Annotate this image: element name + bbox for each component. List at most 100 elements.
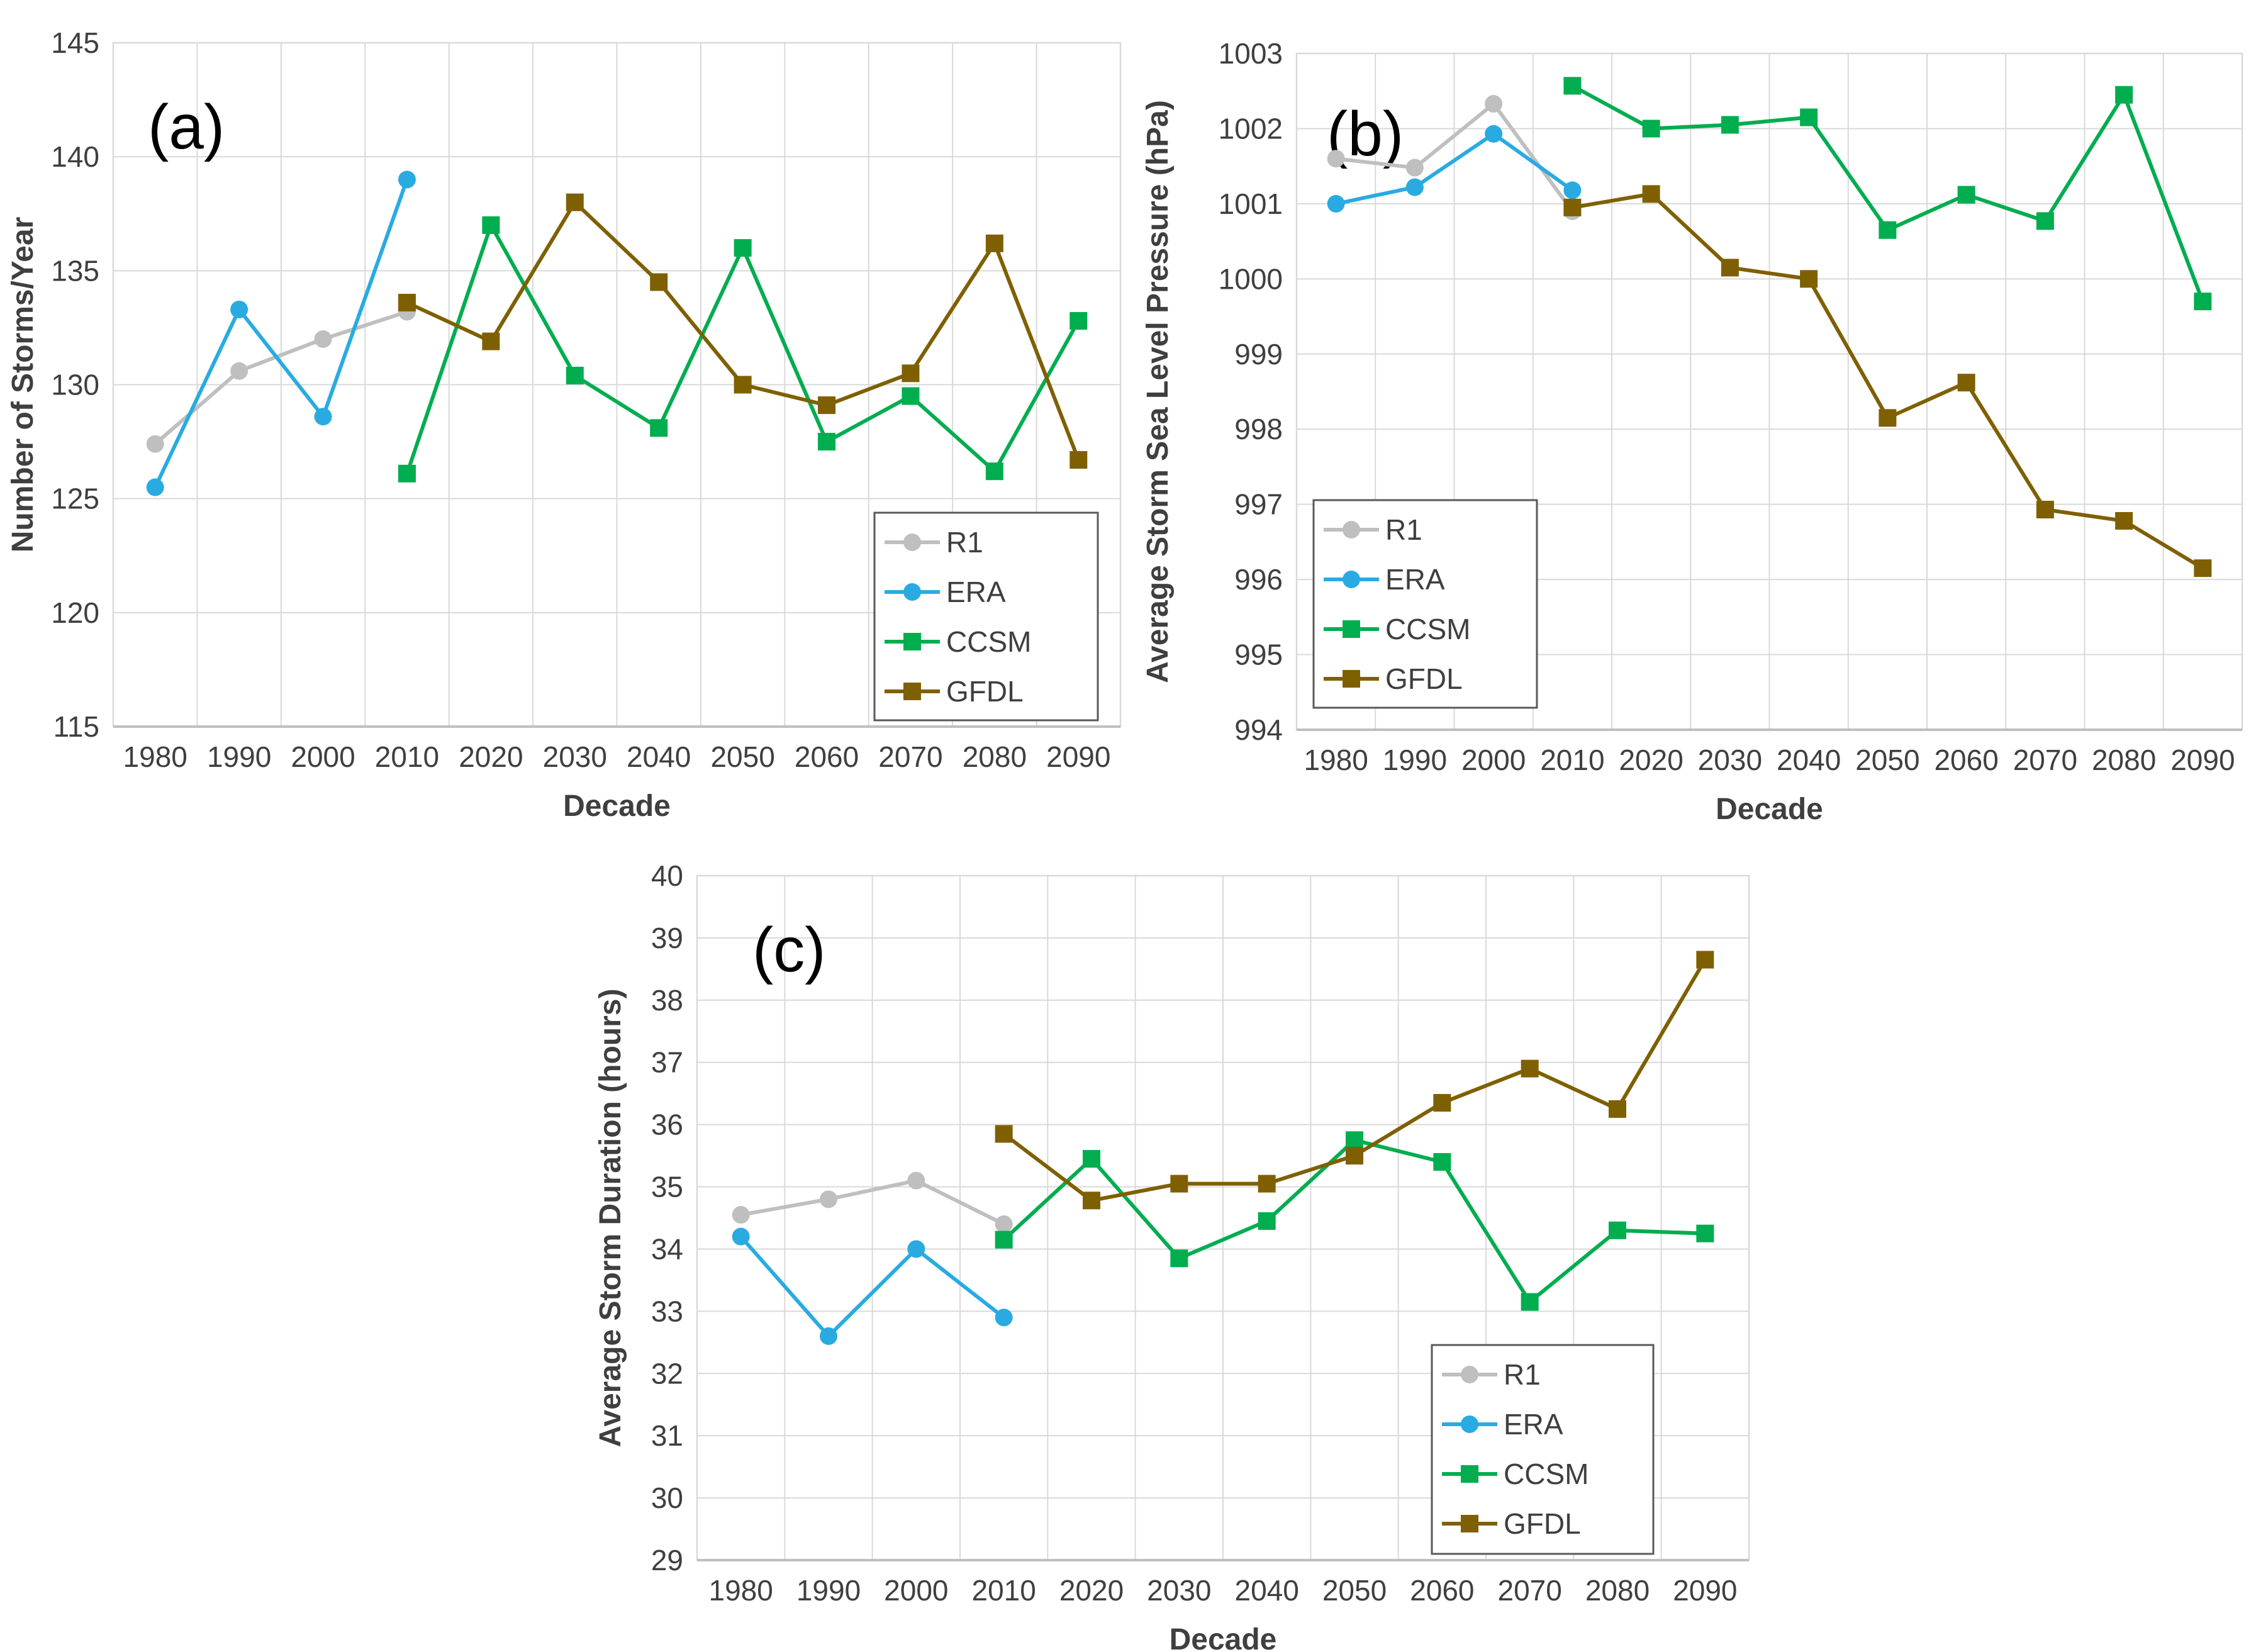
series-R1: [146, 303, 416, 453]
data-point-CCSM: [985, 462, 1003, 481]
legend-marker-GFDL: [1343, 670, 1360, 688]
legend-marker-GFDL: [1461, 1515, 1478, 1532]
data-point-ERA: [907, 1240, 925, 1258]
x-tick-label: 2040: [1234, 1574, 1298, 1607]
data-point-R1: [1485, 95, 1503, 113]
x-tick-label: 2000: [1461, 744, 1526, 776]
legend-marker-ERA: [1461, 1415, 1478, 1433]
series-line-R1: [739, 1178, 1006, 1226]
legend-marker-CCSM: [903, 633, 921, 650]
data-point-R1: [732, 1206, 750, 1224]
data-point-GFDL: [2036, 501, 2054, 519]
data-point-GFDL: [985, 234, 1003, 252]
x-tick-label: 2060: [795, 740, 859, 773]
data-point-CCSM: [734, 239, 752, 257]
y-axis-title: Average Storm Sea Level Pressure (hPa): [1141, 100, 1175, 683]
y-tick-label: 31: [651, 1419, 683, 1452]
data-point-GFDL: [1258, 1175, 1276, 1193]
data-point-ERA: [314, 408, 332, 426]
y-tick-label: 115: [53, 710, 99, 743]
legend-label: CCSM: [946, 625, 1031, 658]
data-point-R1: [1405, 159, 1424, 177]
legend-label: GFDL: [1504, 1507, 1581, 1540]
data-point-GFDL: [1563, 198, 1582, 216]
series-ERA: [1327, 125, 1582, 213]
data-point-GFDL: [995, 1125, 1013, 1143]
data-point-GFDL: [1642, 185, 1660, 203]
legend-label: ERA: [1385, 563, 1445, 596]
x-tick-label: 2080: [963, 740, 1027, 773]
data-point-ERA: [820, 1327, 837, 1345]
series-R1: [1327, 95, 1582, 220]
data-point-ERA: [732, 1227, 750, 1246]
x-tick-label: 2070: [878, 740, 942, 773]
legend-marker-ERA: [903, 583, 921, 601]
data-point-CCSM: [1346, 1131, 1363, 1149]
series-line-ERA: [739, 1234, 1006, 1338]
legend-marker-CCSM: [1461, 1465, 1478, 1483]
x-tick-label: 1980: [708, 1574, 773, 1607]
data-point-CCSM: [2036, 212, 2054, 230]
data-point-GFDL: [482, 332, 500, 350]
panel-letter: (a): [148, 92, 225, 162]
legend-label: ERA: [1504, 1408, 1563, 1441]
legend: R1 ERA CCSM GFDL: [1431, 1344, 1655, 1555]
legend-item-CCSM: CCSM: [1324, 613, 1470, 645]
legend: R1 ERA CCSM GFDL: [873, 511, 1099, 722]
legend-label: R1: [1504, 1358, 1541, 1391]
y-tick-label: 120: [51, 596, 99, 629]
legend-marker-CCSM: [1343, 620, 1360, 638]
data-point-GFDL: [902, 364, 920, 382]
data-point-GFDL: [1069, 451, 1088, 469]
y-tick-label: 39: [651, 922, 683, 954]
data-point-ERA: [1563, 181, 1582, 199]
y-tick-label: 996: [1234, 563, 1283, 596]
y-tick-label: 995: [1234, 639, 1283, 671]
x-tick-label: 2010: [375, 740, 439, 773]
x-tick-labels: 1980 1990 2000 2010 2020 2030 2040 2050 2060 2070…: [123, 740, 1111, 773]
y-tick-label: 125: [51, 483, 99, 515]
panel-letter: (c): [752, 915, 826, 985]
y-tick-label: 1002: [1219, 112, 1283, 145]
data-point-GFDL: [2194, 559, 2212, 578]
x-tick-label: 1990: [207, 740, 271, 773]
legend-item-ERA: ERA: [1442, 1408, 1563, 1441]
y-tick-label: 37: [651, 1046, 683, 1079]
series-line-ERA: [1334, 131, 1575, 206]
x-tick-label: 2020: [1059, 1574, 1124, 1607]
data-point-R1: [314, 330, 332, 349]
y-tick-label: 997: [1234, 488, 1283, 521]
data-point-GFDL: [1609, 1100, 1626, 1118]
data-point-CCSM: [482, 216, 500, 234]
y-tick-label: 135: [51, 254, 99, 287]
panel-a: 115 120 125 130 135 140 145 1980 1990 2000 2010 202…: [0, 0, 1130, 830]
data-point-CCSM: [1170, 1249, 1188, 1268]
x-tick-label: 1980: [123, 740, 187, 773]
data-point-GFDL: [1879, 409, 1897, 427]
data-point-ERA: [1485, 125, 1503, 143]
legend-marker-ERA: [1343, 571, 1360, 588]
data-point-GFDL: [650, 273, 668, 291]
y-tick-label: 1000: [1219, 262, 1283, 295]
data-point-ERA: [1327, 194, 1345, 213]
x-tick-label: 2030: [1698, 744, 1762, 776]
data-point-R1: [230, 362, 248, 380]
x-tick-label: 2050: [1855, 744, 1919, 776]
legend-label: GFDL: [946, 675, 1024, 708]
legend-item-R1: R1: [1442, 1358, 1541, 1391]
x-tick-label: 1980: [1304, 744, 1368, 776]
data-point-ERA: [995, 1309, 1013, 1327]
data-point-CCSM: [1879, 221, 1897, 239]
data-point-GFDL: [1170, 1175, 1188, 1193]
y-tick-label: 32: [651, 1357, 683, 1390]
data-point-GFDL: [1433, 1094, 1451, 1112]
y-tick-label: 35: [651, 1171, 683, 1203]
legend-label: CCSM: [1504, 1458, 1589, 1490]
legend: R1 ERA CCSM GFDL: [1312, 499, 1538, 709]
legend-item-CCSM: CCSM: [1442, 1458, 1589, 1490]
series-CCSM: [398, 216, 1088, 483]
data-point-GFDL: [1346, 1147, 1363, 1165]
data-point-CCSM: [1083, 1150, 1100, 1168]
series-R1: [732, 1171, 1013, 1233]
